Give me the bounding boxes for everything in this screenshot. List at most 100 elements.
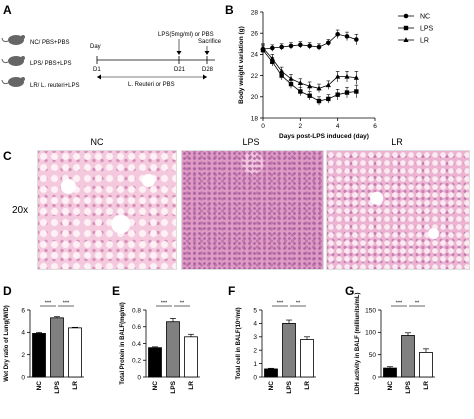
y-tick-label: 4 bbox=[253, 321, 257, 328]
y-tick-label: 2 bbox=[21, 352, 25, 359]
panel-d: D 0 2 4 6 Wet Dry ratio of Lung(W/D) NC LPS LR *… bbox=[3, 284, 84, 394]
legend-marker bbox=[403, 25, 409, 31]
y-tick-label: 24 bbox=[251, 52, 259, 59]
timeline-sacrifice-label: Sacrifice bbox=[198, 39, 222, 45]
bar-lr bbox=[184, 336, 198, 378]
timeline-lps-label: LPS(5mg/ml) or PBS bbox=[158, 32, 214, 38]
data-point-lr bbox=[269, 55, 275, 61]
bar-lr bbox=[419, 352, 433, 378]
chart-total-protein: 0 0.2 0.4 0.6 0.8 Total Protein in BALF(mg/ml… bbox=[120, 301, 200, 394]
data-point-lps bbox=[335, 92, 340, 97]
panel-c-letter: C bbox=[3, 149, 12, 163]
y-tick-label: 6 bbox=[21, 307, 25, 314]
group-label-lps: LPS/ PBS+LPS bbox=[30, 61, 72, 67]
arrow-down-icon bbox=[176, 51, 182, 55]
timeline-day-label: Day bbox=[90, 44, 101, 50]
y-axis-label: Total cell in BALF(10⁶/ml) bbox=[236, 307, 242, 379]
bar-lps bbox=[401, 335, 415, 378]
panel-e-letter: E bbox=[112, 284, 120, 298]
significance-label: *** bbox=[161, 301, 168, 307]
y-tick-label: 18 bbox=[251, 115, 259, 122]
category-label: LR bbox=[188, 381, 195, 390]
significance-label: ** bbox=[296, 301, 301, 307]
data-point-lr bbox=[307, 83, 313, 89]
chart-ldh-activity: 0 50 100 150 LDH activity in BALF (milliunit… bbox=[355, 292, 435, 395]
y-tick-label: 26 bbox=[251, 31, 259, 38]
legend-marker bbox=[403, 13, 409, 19]
y-axis-label: Wet Dry ratio of Lung(W/D) bbox=[4, 305, 10, 382]
category-label: LR bbox=[423, 381, 430, 390]
y-tick-label: 28 bbox=[251, 9, 259, 16]
timeline-d28: D28 bbox=[202, 67, 214, 73]
category-label: NC bbox=[152, 381, 159, 391]
bar-lps bbox=[50, 317, 64, 378]
bar-nc bbox=[148, 347, 162, 378]
category-label: NC bbox=[387, 381, 394, 391]
category-label: LPS bbox=[170, 380, 177, 393]
data-point-nc bbox=[298, 42, 303, 48]
data-point-lr bbox=[316, 85, 322, 91]
significance-label: *** bbox=[63, 301, 70, 307]
y-tick-label: 22 bbox=[251, 73, 259, 80]
category-label: LR bbox=[304, 381, 311, 390]
panel-d-letter: D bbox=[3, 284, 12, 298]
timeline: Day D1 D21 D28 LPS(5mg/ml) or PBS Sacrif… bbox=[90, 32, 222, 88]
histology-label-nc: NC bbox=[91, 137, 104, 147]
treatment-label: L. Reuteri or PBS bbox=[128, 82, 175, 88]
group-label-nc: NC/ PBS+PBS bbox=[30, 40, 70, 46]
y-tick-label: 1 bbox=[253, 361, 257, 368]
panel-f-letter: F bbox=[228, 284, 235, 298]
panel-a: A NC/ PBS+PBS LPS/ PBS+LPS LR/ L. reuter… bbox=[1, 3, 222, 89]
data-point-lr bbox=[344, 73, 350, 79]
y-axis-label: Body weight variation (g) bbox=[238, 26, 245, 104]
chart-total-cell: 0 1 2 3 4 5 Total cell in BALF(10⁶/ml) NC LPS LR *… bbox=[236, 301, 316, 394]
x-axis-label: Days post-LPS induced (day) bbox=[279, 133, 369, 140]
data-point-nc bbox=[335, 31, 340, 37]
x-tick-label: 6 bbox=[373, 123, 377, 130]
data-point-lr bbox=[279, 68, 285, 74]
data-point-nc bbox=[307, 43, 312, 49]
y-tick-label: 0.6 bbox=[132, 324, 141, 331]
panel-f: F 0 1 2 3 4 5 Total cell in BALF(10⁶/ml) NC LPS L… bbox=[228, 284, 316, 394]
data-point-lps bbox=[288, 81, 294, 87]
bar-lr bbox=[300, 339, 314, 378]
histology-label-lps: LPS bbox=[242, 137, 259, 147]
data-point-lr bbox=[288, 75, 294, 81]
y-tick-label: 0 bbox=[253, 374, 257, 381]
legend-marker bbox=[403, 37, 409, 42]
data-point-nc bbox=[354, 37, 359, 42]
x-tick-label: 0 bbox=[261, 123, 265, 130]
mouse-icon bbox=[1, 77, 25, 87]
panel-e: E 0 0.2 0.4 0.6 0.8 Total Protein in BALF(mg/… bbox=[112, 284, 200, 394]
legend-label: LR bbox=[420, 38, 429, 45]
bar-nc bbox=[383, 367, 397, 378]
data-point-lps bbox=[298, 89, 303, 94]
category-label: NC bbox=[268, 381, 275, 391]
category-label: LPS bbox=[54, 380, 61, 393]
panel-b-letter: B bbox=[225, 3, 234, 17]
y-tick-label: 0.4 bbox=[132, 341, 141, 348]
panel-g-letter: G bbox=[345, 284, 354, 298]
category-label: NC bbox=[36, 381, 43, 391]
y-tick-label: 5 bbox=[253, 307, 257, 314]
y-tick-label: 3 bbox=[253, 334, 257, 341]
y-tick-label: 4 bbox=[21, 330, 25, 337]
category-label: LPS bbox=[405, 380, 412, 393]
y-axis-label: Total Protein in BALF(mg/ml) bbox=[120, 302, 126, 385]
timeline-d1: D1 bbox=[93, 67, 101, 73]
legend-label: LPS bbox=[420, 26, 434, 33]
data-point-nc bbox=[316, 44, 322, 50]
category-label: LR bbox=[72, 381, 79, 390]
bar-lps bbox=[282, 322, 296, 378]
panel-g: G 0 50 100 150 LDH activity in BALF (milliun… bbox=[345, 284, 435, 395]
data-point-lr bbox=[260, 45, 266, 51]
significance-label: ** bbox=[180, 301, 185, 307]
mouse-icon bbox=[1, 35, 25, 45]
arrow-right-icon bbox=[203, 74, 207, 80]
panel-c: C 20x NC LPS LR bbox=[3, 137, 403, 216]
y-tick-label: 0.2 bbox=[132, 358, 141, 365]
y-tick-label: 50 bbox=[369, 352, 377, 359]
data-point-lr bbox=[325, 82, 331, 88]
data-point-nc bbox=[288, 43, 294, 49]
